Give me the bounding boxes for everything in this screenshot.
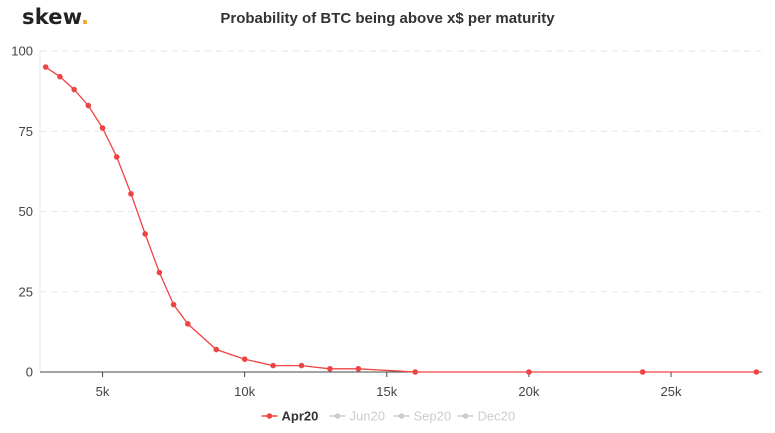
- data-point-apr20-6: [128, 191, 134, 197]
- data-point-apr20-4: [99, 125, 106, 131]
- data-point-apr20-2: [71, 86, 77, 93]
- data-point-apr20-8: [156, 269, 163, 276]
- data-point-apr20-5: [113, 154, 120, 160]
- legend-item-apr20[interactable]: Apr20: [261, 409, 319, 424]
- chart-title: Probability of BTC being above x$ per ma…: [220, 10, 555, 27]
- x-tick-label-4: 25k: [661, 384, 682, 399]
- data-point-apr20-12: [241, 356, 248, 362]
- legend-marker-jun20: [334, 413, 341, 419]
- data-point-apr20-14: [298, 362, 305, 369]
- legend-label-jun20: Jun20: [350, 409, 385, 424]
- x-tick-label-2: 15k: [376, 384, 397, 399]
- legend-label-dec20: Dec20: [478, 409, 516, 424]
- data-point-apr20-19: [639, 369, 646, 375]
- x-tick-label-0: 5k: [96, 384, 110, 399]
- y-tick-label-1: 25: [19, 284, 33, 299]
- series-line-apr20: [45, 66, 757, 373]
- x-tick-label-3: 20k: [518, 384, 539, 399]
- legend-label-apr20: Apr20: [282, 409, 319, 424]
- legend-item-jun20[interactable]: Jun20: [329, 409, 385, 424]
- legend-label-sep20: Sep20: [414, 409, 452, 424]
- logo-dot: .: [81, 5, 90, 29]
- data-point-apr20-3: [85, 102, 92, 109]
- data-point-apr20-18: [526, 369, 532, 375]
- y-tick-label-0: 0: [26, 365, 33, 380]
- data-point-apr20-16: [355, 365, 362, 372]
- logo-text: skew: [22, 5, 82, 29]
- y-tick-label-4: 100: [11, 44, 33, 59]
- data-point-apr20-7: [142, 231, 148, 237]
- legend-marker-sep20: [398, 413, 405, 419]
- skew-logo: skew.: [22, 5, 89, 29]
- legend-marker-apr20: [266, 413, 273, 419]
- data-point-apr20-0: [42, 64, 49, 70]
- legend-item-dec20[interactable]: Dec20: [457, 409, 516, 424]
- legend-item-sep20[interactable]: Sep20: [393, 409, 452, 424]
- data-point-apr20-13: [270, 362, 276, 369]
- y-tick-label-3: 75: [19, 124, 33, 139]
- x-tick-label-1: 10k: [234, 384, 255, 399]
- data-point-apr20-9: [170, 301, 177, 308]
- data-point-apr20-11: [213, 346, 220, 353]
- y-tick-label-2: 50: [19, 204, 33, 219]
- data-point-apr20-20: [753, 369, 760, 375]
- legend-marker-dec20: [462, 413, 469, 419]
- data-point-apr20-1: [57, 73, 63, 80]
- data-point-apr20-10: [185, 321, 191, 327]
- data-point-apr20-17: [412, 369, 419, 375]
- data-point-apr20-15: [327, 365, 333, 372]
